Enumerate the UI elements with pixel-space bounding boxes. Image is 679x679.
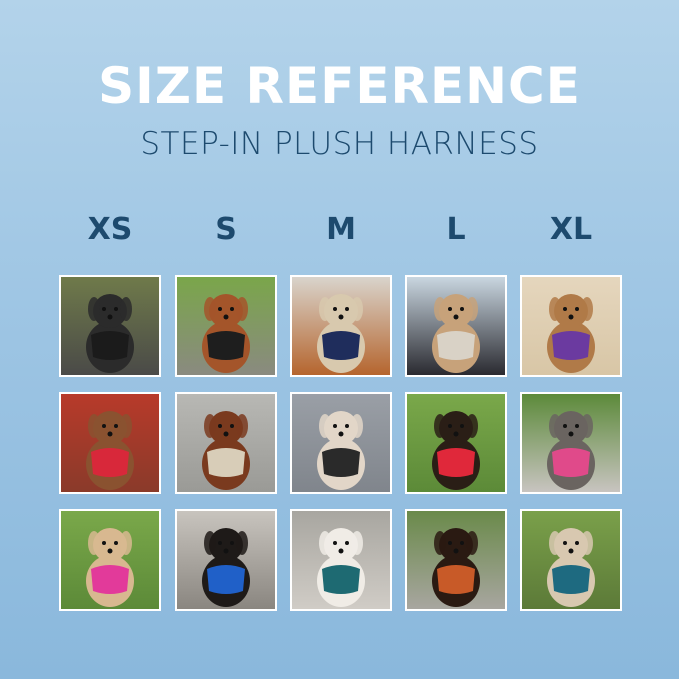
dog-photo-s-3 [175, 509, 277, 611]
size-label-l: L [446, 212, 466, 247]
dog-photo-m-3 [290, 509, 392, 611]
dog-photo-s-2 [175, 392, 277, 494]
dog-photo-m-2 [290, 392, 392, 494]
dog-photo-s-1 [175, 275, 277, 377]
dog-photo-l-3 [405, 509, 507, 611]
dog-photo-m-1 [290, 275, 392, 377]
product-subtitle: STEP-IN PLUSH HARNESS [140, 126, 539, 162]
dog-photo-l-2 [405, 392, 507, 494]
dog-photo-xs-3 [59, 509, 161, 611]
dog-photo-xl-3 [520, 509, 622, 611]
size-label-m: M [326, 212, 356, 247]
dog-photo-xs-2 [59, 392, 161, 494]
dog-photo-xl-2 [520, 392, 622, 494]
dog-photo-l-1 [405, 275, 507, 377]
size-label-s: S [215, 212, 237, 247]
size-label-xl: XL [549, 212, 593, 247]
dog-photo-xl-1 [520, 275, 622, 377]
size-label-xs: XS [87, 212, 133, 247]
page-title: SIZE REFERENCE [98, 57, 581, 115]
dog-photo-xs-1 [59, 275, 161, 377]
